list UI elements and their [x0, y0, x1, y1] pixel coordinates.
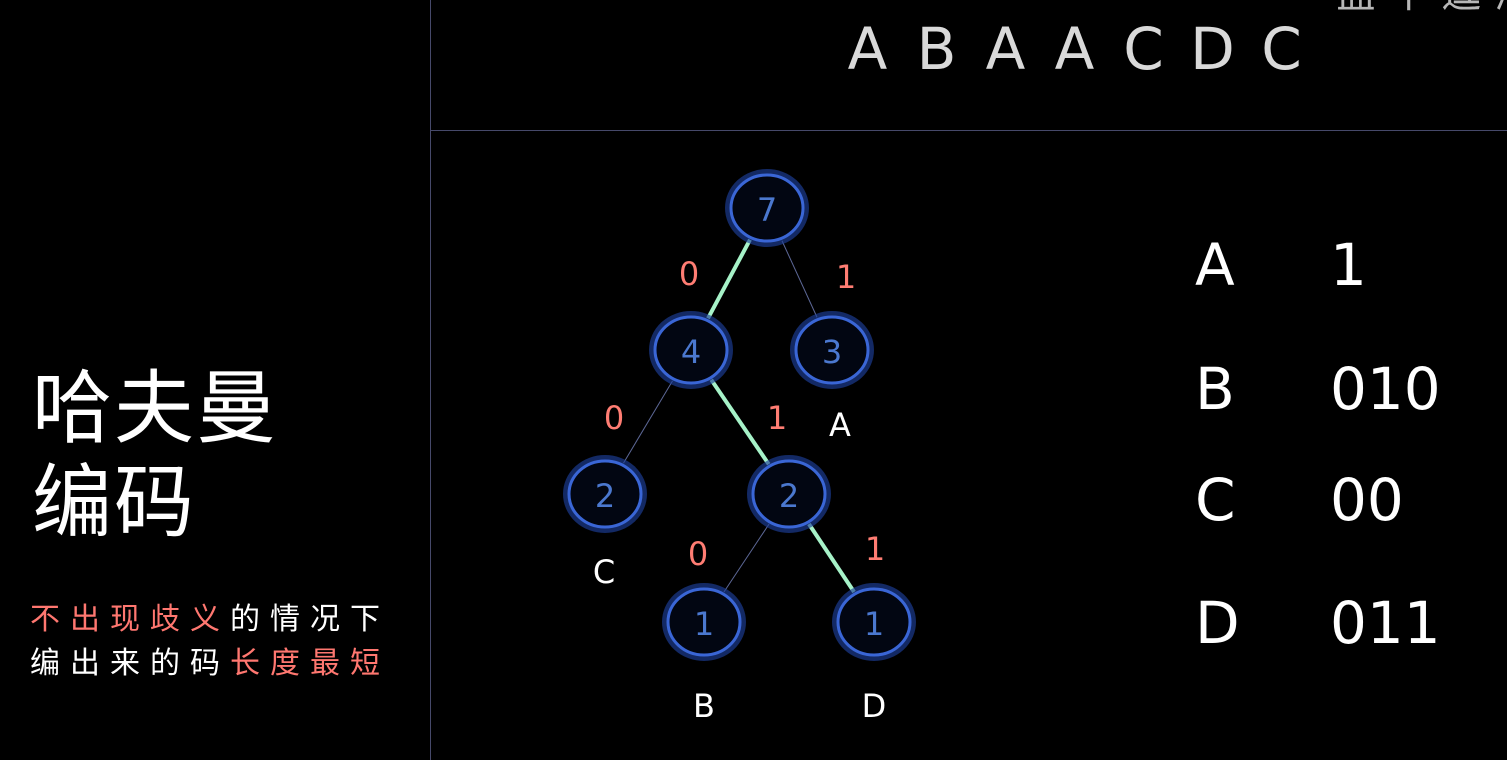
tree-node-glow — [563, 455, 647, 533]
sequence-symbol: B — [916, 15, 957, 83]
tree-edge-root-n4 — [706, 238, 752, 320]
code-symbol: C — [1195, 466, 1236, 534]
title-line-1: 哈夫曼 — [32, 362, 278, 455]
subtitle-red-1: 不出现歧义 — [30, 602, 230, 637]
edge-label: 0 — [688, 535, 708, 573]
tree-edge-labels: 0 1 0 1 0 1 — [604, 255, 885, 573]
tree-node-value: 2 — [779, 477, 799, 515]
tree-edge-root-n3 — [781, 240, 818, 318]
code-row-b: B 010 — [1195, 354, 1495, 434]
tree-node-value: 4 — [681, 333, 701, 371]
tree-node-n2c — [567, 459, 643, 529]
tree-edge-n4-n2 — [709, 378, 771, 466]
leaf-label: A — [829, 406, 851, 444]
leaf-label: D — [862, 687, 887, 725]
tree-node-n1d — [836, 587, 912, 657]
code-row-a: A 1 — [1195, 230, 1495, 310]
tree-edge-n4-n2c — [623, 380, 673, 464]
tree-node-n3 — [794, 315, 870, 385]
subtitle: 不出现歧义的情况下 编出来的码长度最短 — [30, 598, 390, 686]
code-value: 010 — [1330, 355, 1441, 423]
tree-node-root — [729, 173, 805, 243]
tree-node-n4 — [653, 315, 729, 385]
tree-edge-n2-n1d — [807, 522, 856, 594]
edge-label: 0 — [604, 399, 624, 437]
code-row-c: C 00 — [1195, 465, 1495, 545]
code-value: 00 — [1330, 466, 1404, 534]
tree-node-value: 7 — [757, 191, 777, 229]
sequence-symbol: C — [1261, 15, 1302, 83]
tree-node-glow — [790, 311, 874, 389]
vertical-divider — [430, 0, 431, 760]
tree-node-value: 2 — [595, 477, 615, 515]
tree-node-glow — [832, 583, 916, 661]
tree-leaf-labels: A C B D — [593, 406, 886, 725]
page-title: 哈夫曼 编码 — [32, 362, 278, 550]
tree-node-glow — [649, 311, 733, 389]
edge-label: 1 — [836, 258, 856, 296]
tree-node-n1b — [666, 587, 742, 657]
tree-node-value: 1 — [694, 605, 714, 643]
sequence-symbol: C — [1123, 15, 1164, 83]
tree-nodes: 7 4 3 2 2 1 1 — [563, 169, 916, 661]
tree-node-glow — [725, 169, 809, 247]
code-row-d: D 011 — [1195, 588, 1495, 668]
code-value: 011 — [1330, 589, 1441, 657]
tree-edge-n2-n1b — [723, 523, 770, 593]
horizontal-divider — [431, 130, 1507, 131]
code-symbol: B — [1195, 355, 1235, 423]
subtitle-white-1: 的情况下 — [230, 602, 390, 637]
title-line-2: 编码 — [32, 456, 196, 549]
leaf-label: C — [593, 553, 615, 591]
tree-edges — [623, 238, 856, 594]
code-value: 1 — [1330, 231, 1367, 299]
leaf-label: B — [693, 687, 715, 725]
tree-node-glow — [747, 455, 831, 533]
corner-caption: 盐 个 逗 海 — [1336, 0, 1507, 14]
tree-node-n2 — [751, 459, 827, 529]
symbol-sequence: A B A A C D C — [833, 14, 1316, 84]
tree-node-value: 3 — [822, 333, 842, 371]
edge-label: 1 — [865, 530, 885, 568]
subtitle-red-2: 长度最短 — [230, 646, 390, 681]
sequence-symbol: A — [1054, 15, 1095, 83]
sequence-symbol: A — [985, 15, 1026, 83]
sequence-symbol: D — [1190, 15, 1235, 83]
tree-node-value: 1 — [864, 605, 884, 643]
edge-label: 0 — [679, 255, 699, 293]
code-symbol: D — [1195, 589, 1240, 657]
code-symbol: A — [1195, 231, 1235, 299]
edge-label: 1 — [767, 399, 787, 437]
tree-node-glow — [662, 583, 746, 661]
sequence-symbol: A — [847, 15, 888, 83]
subtitle-white-2: 编出来的码 — [30, 646, 230, 681]
